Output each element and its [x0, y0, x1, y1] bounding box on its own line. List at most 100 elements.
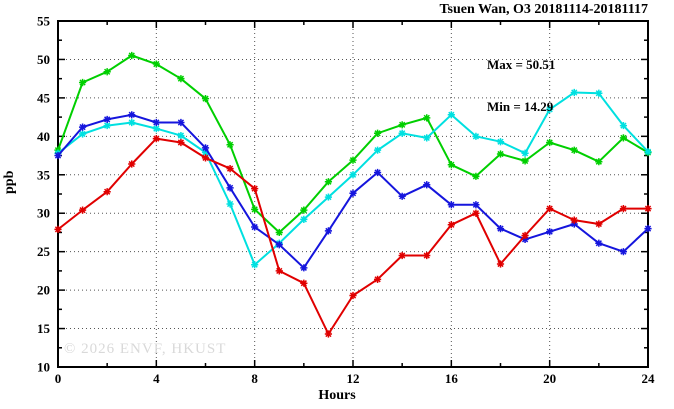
data-point-red-series [201, 154, 210, 162]
data-point-green-series [546, 138, 554, 147]
data-point-red-series [152, 135, 160, 143]
data-point-cyan-series [324, 193, 333, 201]
data-point-blue-series [128, 111, 136, 119]
data-point-cyan-series [349, 171, 357, 179]
data-point-blue-series [546, 228, 554, 236]
data-point-blue-series [570, 220, 578, 228]
data-point-red-series [300, 279, 308, 287]
y-tick-label: 45 [37, 90, 51, 105]
data-point-red-series [324, 330, 333, 338]
y-tick-label: 30 [37, 206, 50, 221]
data-point-blue-series [300, 264, 308, 272]
data-point-red-series [496, 260, 505, 268]
data-point-cyan-series [496, 138, 505, 146]
data-point-red-series [226, 165, 234, 173]
data-point-cyan-series [300, 215, 308, 223]
data-point-blue-series [373, 168, 382, 177]
data-point-red-series [619, 205, 628, 213]
y-tick-label: 35 [37, 167, 51, 182]
data-point-red-series [103, 188, 111, 196]
data-point-red-series [251, 185, 259, 193]
data-point-green-series [226, 141, 234, 149]
x-tick-label: 24 [642, 371, 656, 386]
max-annotation: Max = 50.51 [487, 57, 556, 72]
data-point-blue-series [54, 151, 62, 160]
series-line-cyan-series [57, 91, 649, 266]
y-tick-label: 55 [37, 14, 51, 29]
data-point-green-series [78, 78, 87, 87]
data-point-blue-series [447, 201, 455, 209]
y-tick-label: 25 [37, 244, 51, 259]
data-point-green-series [152, 60, 160, 68]
data-point-red-series [349, 291, 357, 300]
data-point-cyan-series [472, 132, 480, 140]
data-point-green-series [570, 146, 578, 154]
data-point-cyan-series [447, 111, 455, 119]
data-point-cyan-series [152, 125, 160, 133]
x-tick-label: 12 [347, 371, 360, 386]
data-point-cyan-series [78, 130, 87, 138]
data-point-blue-series [177, 118, 185, 127]
data-point-green-series [398, 121, 406, 129]
data-point-blue-series [423, 181, 431, 189]
data-point-blue-series [595, 239, 603, 247]
data-point-green-series [447, 161, 455, 169]
y-tick-label: 15 [37, 321, 51, 336]
data-point-blue-series [251, 223, 259, 231]
data-point-cyan-series [373, 146, 382, 154]
data-point-blue-series [496, 225, 505, 233]
data-point-cyan-series [595, 89, 603, 97]
data-point-cyan-series [251, 261, 259, 269]
data-point-red-series [570, 216, 578, 224]
data-point-cyan-series [423, 134, 431, 142]
data-point-green-series [103, 68, 111, 76]
data-point-green-series [324, 178, 333, 186]
data-point-red-series [78, 206, 87, 214]
x-tick-label: 16 [445, 371, 459, 386]
data-point-cyan-series [521, 149, 529, 157]
data-point-green-series [275, 228, 283, 237]
data-point-blue-series [152, 118, 160, 127]
data-point-green-series [177, 75, 185, 83]
data-point-red-series [177, 138, 185, 147]
data-point-green-series [423, 114, 431, 122]
data-point-green-series [595, 158, 603, 166]
data-point-red-series [275, 267, 283, 275]
chart-title: Tsuen Wan, O3 20181114-20181117 [439, 2, 648, 17]
data-point-blue-series [472, 201, 480, 209]
data-point-cyan-series [570, 88, 578, 97]
data-point-red-series [398, 251, 406, 260]
data-point-cyan-series [619, 121, 628, 130]
data-point-cyan-series [398, 129, 406, 137]
data-point-blue-series [644, 225, 652, 233]
data-point-cyan-series [201, 148, 210, 157]
data-point-blue-series [78, 123, 87, 131]
min-annotation: Min = 14.29 [487, 99, 554, 114]
data-point-cyan-series [226, 200, 234, 208]
data-point-red-series [373, 275, 382, 283]
data-point-red-series [546, 205, 554, 213]
data-point-green-series [472, 172, 480, 180]
data-point-green-series [201, 95, 210, 103]
data-point-green-series [373, 129, 382, 137]
data-point-red-series [447, 221, 455, 229]
data-point-cyan-series [177, 131, 185, 140]
stats-annotation: Max = 50.51 Min = 14.29 [487, 30, 555, 142]
y-tick-label: 10 [37, 360, 50, 375]
data-point-red-series [521, 231, 529, 240]
data-point-cyan-series [644, 148, 652, 156]
y-tick-label: 50 [37, 52, 50, 67]
data-point-blue-series [349, 189, 357, 197]
data-point-red-series [595, 220, 603, 228]
data-point-blue-series [226, 184, 234, 192]
data-point-blue-series [398, 192, 406, 200]
data-point-red-series [472, 209, 480, 217]
data-point-cyan-series [128, 118, 136, 127]
data-point-blue-series [324, 227, 333, 235]
data-point-green-series [251, 205, 259, 213]
data-point-green-series [521, 157, 529, 165]
data-point-blue-series [521, 235, 529, 243]
data-point-green-series [496, 150, 505, 158]
data-point-green-series [349, 156, 357, 164]
